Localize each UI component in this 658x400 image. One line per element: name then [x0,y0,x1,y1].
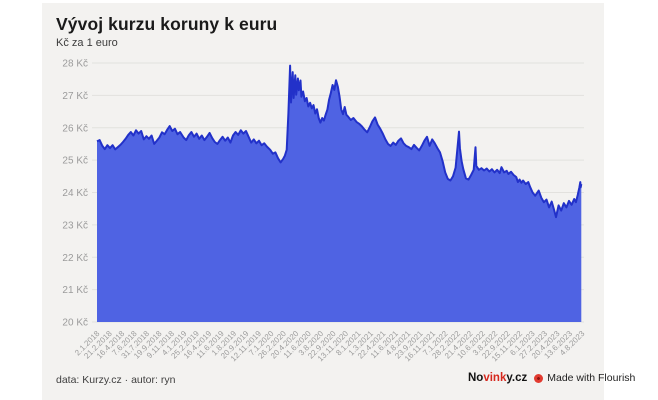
y-tick-label: 21 Kč [62,285,88,296]
chart-subtitle: Kč za 1 euro [56,37,118,49]
made-with-flourish-link[interactable]: Made with Flourish [534,372,635,384]
data-credit: data: Kurzy.cz · autor: ryn [56,374,176,386]
novinky-logo[interactable]: Novinky.cz [468,372,527,384]
series-area-fill [97,65,582,322]
y-tick-label: 22 Kč [62,253,88,264]
footer-badges: Novinky.cz Made with Flourish [468,372,635,384]
series-line [96,64,583,219]
y-tick-label: 28 Kč [62,59,88,70]
flourish-flower-icon [534,373,544,383]
y-tick-label: 24 Kč [62,188,88,199]
novinky-logo-part: No [468,372,484,384]
y-tick-label: 23 Kč [62,220,88,231]
page-title: Vývoj kurzu koruny k euru [56,14,278,34]
y-tick-label: 25 Kč [62,156,88,167]
novinky-logo-part: vink [483,372,507,384]
y-tick-label: 20 Kč [62,318,88,329]
y-tick-label: 26 Kč [62,123,88,134]
novinky-logo-part: y.cz [506,372,528,384]
made-with-flourish-label: Made with Flourish [547,372,636,384]
y-tick-label: 27 Kč [62,91,88,102]
